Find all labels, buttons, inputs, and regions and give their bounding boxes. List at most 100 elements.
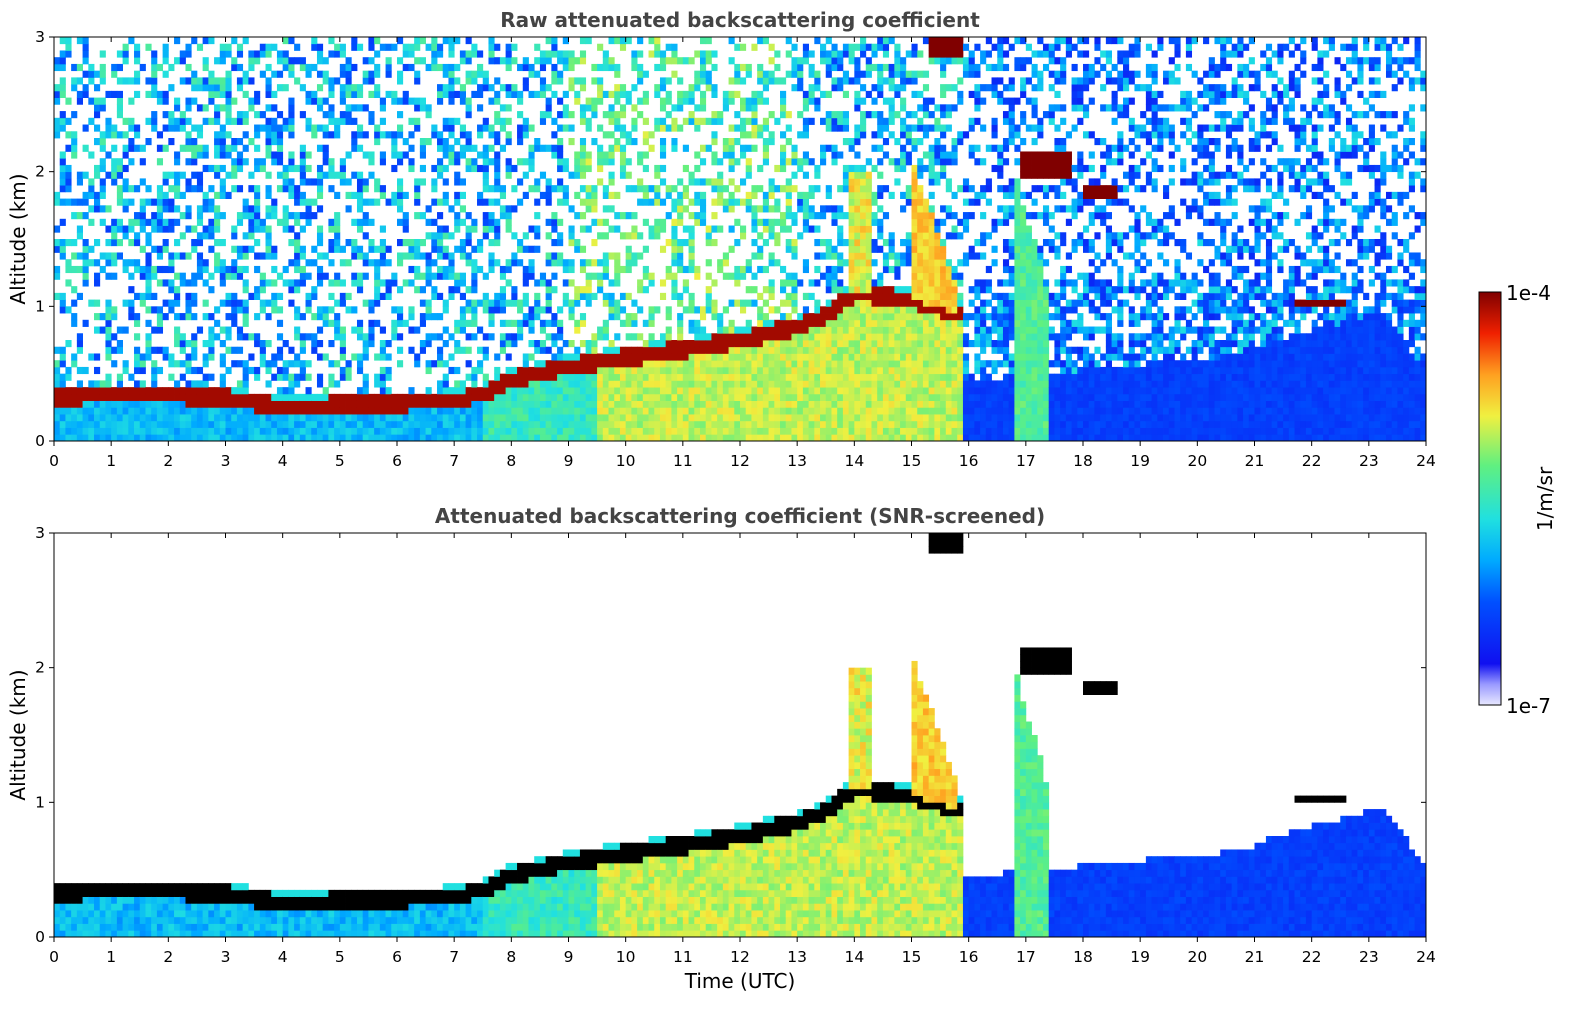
heatmap-cell: [59, 407, 66, 415]
heatmap-cell: [597, 420, 604, 428]
heatmap-cell: [820, 407, 827, 415]
heatmap-cell: [379, 185, 386, 193]
heatmap-cell: [408, 427, 415, 435]
heatmap-cell: [734, 434, 741, 442]
heatmap-cell: [648, 407, 655, 415]
heatmap-cell: [322, 70, 329, 78]
heatmap-cell: [156, 218, 164, 226]
heatmap-cell: [825, 326, 832, 334]
heatmap-cell: [579, 245, 587, 253]
heatmap-cell: [225, 77, 232, 85]
heatmap-cell: [231, 427, 238, 435]
heatmap-cell: [842, 366, 850, 375]
heatmap-cell: [71, 414, 78, 422]
heatmap-cell: [54, 360, 61, 368]
heatmap-cell: [402, 218, 409, 226]
heatmap-cell: [151, 57, 158, 65]
heatmap-cell: [631, 333, 638, 341]
heatmap-cell: [259, 225, 266, 233]
heatmap-cell: [842, 346, 850, 354]
heatmap-cell: [757, 292, 764, 300]
heatmap-cell: [276, 124, 284, 132]
heatmap-cell: [539, 90, 547, 98]
heatmap-cell: [59, 57, 66, 65]
heatmap-cell: [214, 306, 221, 314]
heatmap-cell: [71, 393, 78, 401]
heatmap-cell: [214, 164, 221, 173]
heatmap-cell: [145, 420, 152, 428]
heatmap-cell: [539, 340, 547, 348]
heatmap-cell: [494, 131, 501, 139]
heatmap-cell: [860, 164, 867, 173]
heatmap-cell: [71, 151, 78, 159]
heatmap-cell: [568, 340, 575, 348]
heatmap-cell: [488, 131, 495, 139]
heatmap-cell: [751, 380, 758, 388]
heatmap-cell: [196, 400, 204, 408]
heatmap-cell: [894, 292, 901, 300]
heatmap-cell: [242, 427, 249, 435]
heatmap-cell: [231, 245, 238, 253]
heatmap-cell: [322, 319, 329, 327]
heatmap-cell: [882, 407, 890, 415]
heatmap-cell: [459, 279, 466, 287]
heatmap-cell: [94, 299, 101, 307]
heatmap-cell: [825, 340, 832, 348]
heatmap-cell: [248, 185, 255, 193]
heatmap-cell: [156, 198, 164, 206]
heatmap-cell: [254, 407, 261, 415]
heatmap-cell: [551, 333, 558, 341]
heatmap-cell: [65, 259, 72, 267]
heatmap-cell: [677, 265, 684, 274]
heatmap-cell: [208, 185, 215, 193]
heatmap-cell: [854, 387, 861, 395]
heatmap-cell: [231, 37, 238, 45]
heatmap-cell: [465, 225, 472, 233]
heatmap-cell: [339, 279, 346, 287]
heatmap-cell: [557, 259, 564, 267]
heatmap-cell: [900, 326, 907, 334]
heatmap-cell: [734, 366, 741, 375]
heatmap-cell: [568, 360, 575, 368]
heatmap-cell: [179, 387, 186, 395]
heatmap-cell: [265, 50, 272, 58]
heatmap-cell: [785, 387, 792, 395]
heatmap-cell: [374, 292, 381, 300]
heatmap-cell: [522, 158, 529, 166]
heatmap-cell: [122, 420, 129, 428]
heatmap-cell: [837, 400, 844, 408]
heatmap-cell: [162, 313, 169, 321]
heatmap-cell: [134, 407, 141, 415]
heatmap-cell: [808, 191, 815, 199]
heatmap-cell: [362, 198, 369, 206]
heatmap-cell: [757, 427, 764, 435]
heatmap-cell: [631, 434, 638, 442]
heatmap-cell: [860, 420, 867, 428]
heatmap-cell: [505, 90, 512, 98]
heatmap-cell: [448, 414, 455, 422]
heatmap-cell: [385, 414, 392, 422]
heatmap-cell: [882, 124, 890, 132]
heatmap-cell: [442, 232, 449, 240]
heatmap-cell: [294, 232, 301, 240]
heatmap-cell: [591, 138, 598, 146]
heatmap-cell: [202, 380, 209, 388]
heatmap-cell: [751, 212, 758, 220]
heatmap-cell: [619, 158, 627, 166]
heatmap-cell: [808, 420, 815, 428]
heatmap-cell: [568, 57, 575, 65]
heatmap-cell: [762, 124, 769, 132]
heatmap-cell: [734, 299, 741, 307]
heatmap-cell: [757, 340, 764, 348]
heatmap-cell: [608, 292, 615, 300]
heatmap-cell: [105, 313, 112, 321]
heatmap-cell: [751, 353, 758, 361]
heatmap-cell: [671, 353, 678, 361]
heatmap-cell: [225, 151, 232, 159]
heatmap-cell: [825, 124, 832, 132]
heatmap-cell: [774, 306, 781, 314]
heatmap-cell: [488, 319, 495, 327]
heatmap-cell: [94, 111, 101, 119]
heatmap-cell: [528, 90, 535, 98]
heatmap-cell: [482, 171, 489, 179]
